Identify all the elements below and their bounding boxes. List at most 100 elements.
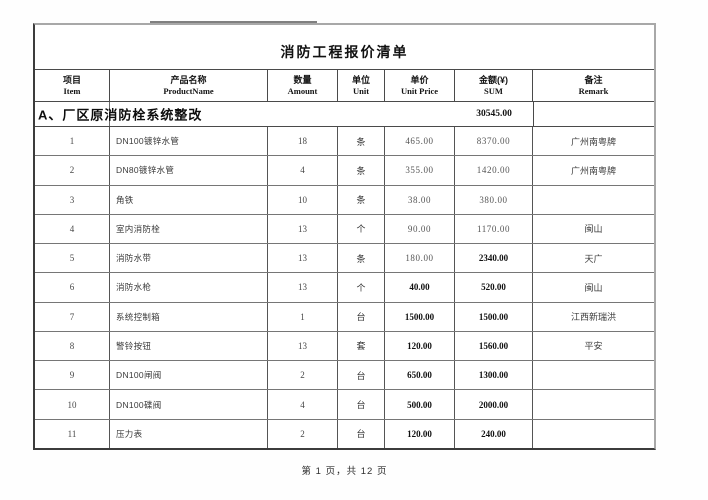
amount-cell: 13 — [268, 273, 338, 302]
product-name-cell: 系统控制箱 — [110, 302, 268, 331]
amount-value: 4 — [300, 399, 305, 410]
unit-cell: 个 — [338, 214, 385, 244]
product-name: 消防水带 — [116, 253, 152, 264]
product-name: 系统控制箱 — [116, 311, 161, 322]
unit-price-value: 38.00 — [407, 194, 432, 205]
column-header-unit: 单位 Unit — [338, 70, 385, 101]
remark-value: 江西新瑞洪 — [570, 312, 616, 323]
unit-value: 个 — [356, 282, 366, 293]
item-number-cell: 3 — [35, 185, 110, 214]
product-name-cell: DN100镀锌水管 — [110, 127, 268, 156]
item-number-cell: 4 — [35, 214, 110, 244]
unit-value: 台 — [356, 400, 366, 411]
unit-price-value: 465.00 — [405, 136, 434, 147]
item-number: 5 — [69, 253, 75, 264]
unit-price-value: 355.00 — [405, 165, 434, 176]
unit-cell: 条 — [338, 185, 385, 214]
scan-artifact-line — [150, 21, 317, 24]
header-label-zh: 数量 — [293, 74, 312, 85]
page-number-text: 第 1 页，共 12 页 — [301, 466, 388, 477]
remark-cell — [533, 186, 654, 214]
sum-cell: 1500.00 — [455, 302, 533, 331]
sum-value: 1170.00 — [476, 223, 511, 234]
amount-cell: 13 — [268, 244, 338, 273]
table-row: 3 角铁 10 条 38.00 380.00 — [35, 185, 654, 215]
sum-value: 2000.00 — [478, 399, 509, 410]
sum-cell: 1170.00 — [455, 214, 533, 244]
product-name: DN100碟阀 — [116, 399, 162, 410]
amount-cell: 10 — [268, 185, 338, 214]
unit-value: 条 — [356, 195, 366, 206]
amount-value: 13 — [298, 340, 307, 351]
product-name-cell: 压力表 — [110, 419, 268, 448]
remark-cell: 天广 — [533, 244, 654, 272]
item-number: 11 — [67, 428, 77, 439]
unit-price-cell: 465.00 — [385, 127, 455, 156]
column-header-unit-price: 单价 Unit Price — [385, 70, 455, 101]
amount-value: 1 — [300, 311, 305, 322]
remark-cell: 广州南粤牌 — [533, 127, 654, 155]
remark-cell: 广州南粤牌 — [533, 156, 654, 184]
unit-price-cell: 1500.00 — [385, 302, 455, 331]
unit-price-cell: 650.00 — [385, 361, 455, 390]
product-name-cell: 消防水带 — [110, 244, 268, 273]
unit-price-cell: 38.00 — [385, 185, 455, 214]
remark-value: 闽山 — [584, 282, 603, 293]
remark-value: 广州南粤牌 — [570, 136, 616, 147]
unit-price-value: 650.00 — [407, 370, 432, 381]
remark-cell: 平安 — [533, 332, 654, 360]
unit-value: 个 — [356, 224, 366, 235]
quotation-table: 消防工程报价清单 项目 Item 产品名称 ProductName 数量 Amo… — [33, 23, 656, 450]
sum-cell: 1560.00 — [455, 331, 533, 361]
item-number: 2 — [69, 165, 75, 176]
table-title-row: 消防工程报价清单 — [35, 25, 654, 70]
item-number: 8 — [69, 340, 75, 351]
amount-cell: 18 — [268, 127, 338, 156]
unit-price-value: 120.00 — [407, 340, 432, 351]
sum-value: 2340.00 — [478, 253, 509, 264]
remark-cell: 闽山 — [533, 273, 654, 301]
table-row: 8 警铃按钮 13 套 120.00 1560.00 平安 — [35, 331, 654, 362]
amount-cell: 2 — [268, 419, 338, 448]
section-header-row: A、厂区原消防栓系统整改 30545.00 — [35, 102, 654, 127]
product-name: 警铃按钮 — [116, 340, 152, 351]
unit-price-value: 40.00 — [409, 282, 430, 293]
remark-value: 天广 — [584, 253, 603, 264]
amount-value: 18 — [298, 136, 307, 147]
amount-cell: 1 — [268, 302, 338, 331]
remark-cell — [533, 361, 654, 389]
item-number: 6 — [69, 282, 75, 293]
amount-cell: 4 — [268, 156, 338, 185]
remark-cell: 闽山 — [533, 215, 654, 243]
table-row: 5 消防水带 13 条 180.00 2340.00 天广 — [35, 244, 654, 274]
item-number-cell: 9 — [35, 361, 110, 390]
product-name-cell: 室内消防栓 — [110, 214, 268, 244]
page-title: 消防工程报价清单 — [280, 46, 409, 61]
sum-value: 8370.00 — [476, 136, 511, 147]
column-header-remark: 备注 Remark — [533, 70, 654, 101]
unit-cell: 条 — [338, 127, 385, 156]
unit-cell: 条 — [338, 156, 385, 185]
header-label-zh: 备注 — [584, 74, 603, 85]
table-row: 10 DN100碟阀 4 台 500.00 2000.00 — [35, 390, 654, 420]
header-label-en: ProductName — [163, 85, 214, 96]
amount-value: 13 — [298, 253, 307, 264]
unit-value: 台 — [356, 429, 366, 440]
amount-value: 13 — [298, 223, 307, 234]
amount-value: 2 — [300, 428, 305, 439]
header-label-en: Item — [63, 85, 81, 96]
product-name: DN80镀锌水管 — [116, 165, 175, 176]
product-name-cell: 消防水枪 — [110, 273, 268, 302]
header-label-zh: 项目 — [62, 74, 81, 85]
sum-cell: 2000.00 — [455, 390, 533, 419]
unit-cell: 台 — [338, 390, 385, 419]
unit-cell: 套 — [338, 331, 385, 361]
header-label-zh: 单价 — [410, 74, 429, 85]
unit-value: 套 — [356, 341, 366, 352]
item-number-cell: 6 — [35, 273, 110, 302]
product-name-cell: 警铃按钮 — [110, 331, 268, 361]
amount-cell: 4 — [268, 390, 338, 419]
unit-cell: 台 — [338, 302, 385, 331]
unit-value: 台 — [356, 370, 366, 381]
unit-value: 台 — [356, 312, 366, 323]
